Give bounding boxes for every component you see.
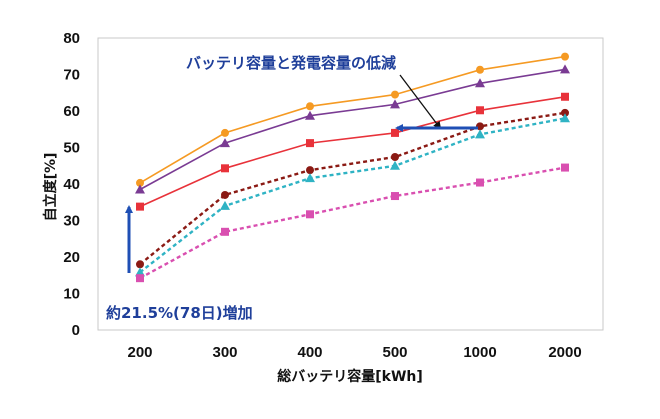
series-6-point [391,192,399,201]
series-3-point [391,128,399,137]
series-3-point [561,92,569,101]
y-axis-title: 自立度[%] [42,153,59,222]
series-6-point [221,227,229,236]
x-tick-label: 1000 [463,344,496,361]
series-1-point [136,178,144,187]
series-5-point [220,200,230,210]
annotation-bottom-text: 約21.5%(78日)増加 [106,304,253,322]
series-2-point [560,64,570,74]
series-line-6 [139,166,566,280]
series-4-point [306,166,314,175]
y-tick-label: 50 [63,140,80,157]
y-tick-label: 30 [63,213,80,230]
series-5-point [475,129,485,139]
annotation-top-text: バッテリ容量と発電容量の低減 [186,54,396,72]
series-line-1 [139,55,566,184]
series-3-point [136,202,144,211]
series-1-point [306,102,314,111]
plot-area [97,37,604,331]
series-4-point [561,108,569,117]
x-tick-label: 2000 [548,344,581,361]
x-tick-label: 300 [212,344,237,361]
y-tick-label: 80 [63,30,80,47]
y-tick-label: 0 [72,322,80,339]
series-1-point [476,65,484,74]
series-5-point [560,113,570,123]
series-6-point [561,163,569,172]
series-2-point [305,110,315,120]
series-5-point [305,173,315,183]
series-3-point [476,106,484,115]
x-axis-ticks: 200 300 400 500 1000 2000 [127,344,581,361]
series-5-point [390,160,400,170]
series-4-point [221,190,229,199]
y-axis-ticks: 0 10 20 30 40 50 60 70 80 [63,30,80,339]
series-line-5 [139,117,566,274]
x-tick-label: 200 [127,344,152,361]
series-line-2 [139,68,566,191]
series-2-point [220,138,230,148]
series-4-point [136,260,144,269]
series-line-4 [139,111,566,266]
series-3-point [221,164,229,173]
x-tick-label: 500 [382,344,407,361]
series-6-point [476,178,484,187]
series-1-point [561,52,569,61]
y-tick-label: 60 [63,103,80,120]
x-axis-title: 総バッテリ容量[kWh] [277,368,423,385]
series-5-point [135,267,145,277]
series-2-point [475,78,485,88]
y-tick-label: 70 [63,67,80,84]
series-1-point [391,90,399,99]
series-2-point [390,99,400,109]
series-line-3 [139,96,566,208]
y-tick-label: 40 [63,176,80,193]
annotation-top-pointer [399,74,442,130]
series-4-point [391,152,399,161]
series-2-point [135,184,145,194]
series-3-point [306,139,314,148]
y-tick-label: 20 [63,249,80,266]
x-tick-label: 400 [297,344,322,361]
series-6-point [306,210,314,219]
series-layer [135,52,570,283]
y-tick-label: 10 [63,286,80,303]
series-1-point [221,128,229,137]
series-6-point [136,274,144,283]
